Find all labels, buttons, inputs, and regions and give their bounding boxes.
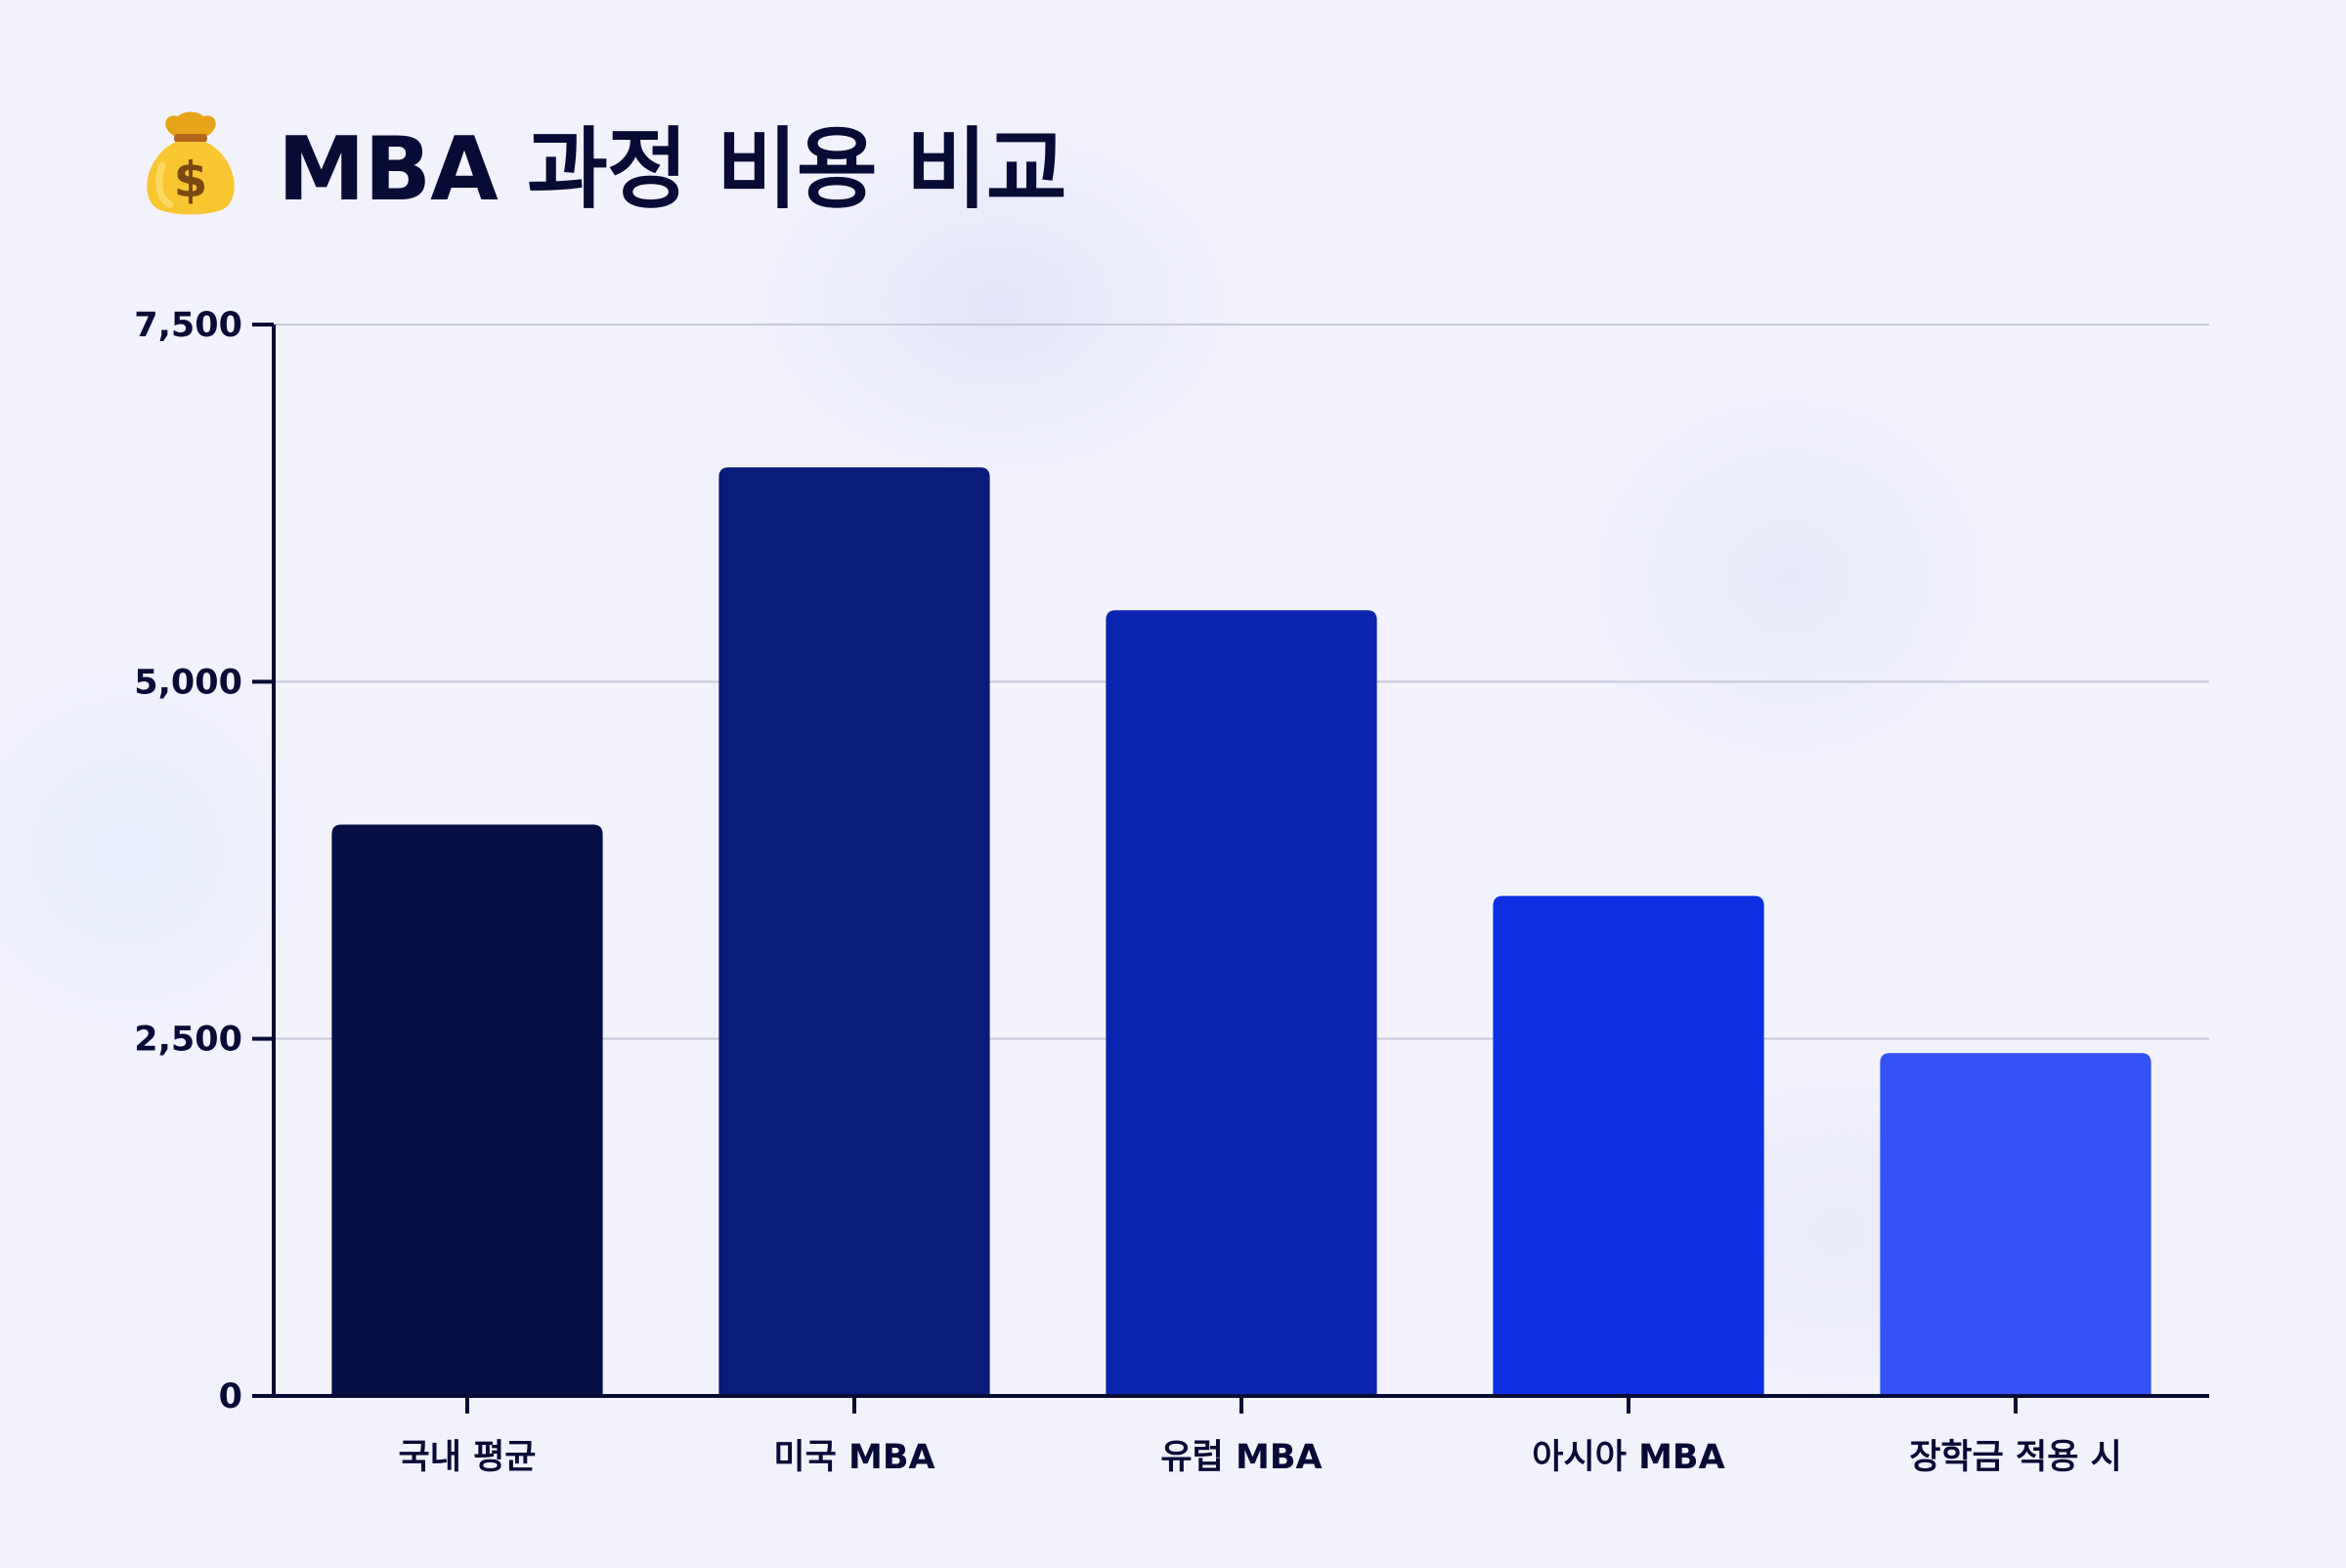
y-tick-label: 2,500 [134, 1021, 242, 1060]
page-title: MBA 과정 비용 비교 [278, 118, 1067, 221]
bar [331, 824, 603, 1396]
money-bag-icon: $ [147, 111, 235, 215]
x-tick-label: 아시아 MBA [1532, 1438, 1724, 1477]
y-tick-label: 5,000 [134, 663, 242, 702]
bar [718, 467, 990, 1397]
y-tick-label: 7,500 [134, 306, 242, 345]
y-tick-label: 0 [219, 1377, 242, 1416]
bar [1106, 610, 1377, 1396]
x-tick-label: 유럽 MBA [1160, 1438, 1322, 1477]
bar [1493, 895, 1764, 1396]
axes [252, 323, 2209, 1414]
bars [331, 467, 2151, 1397]
x-tick-label: 국내 평균 [399, 1438, 537, 1477]
svg-text:$: $ [174, 152, 208, 208]
x-tick-label: 장학금 적용 시 [1909, 1438, 2122, 1477]
x-tick-label: 미국 MBA [773, 1438, 934, 1477]
chart-header: $ MBA 과정 비용 비교 [139, 98, 1067, 225]
bar [1880, 1053, 2151, 1396]
tick-labels: 0 2,500 5,000 7,500 국내 평균 미국 MBA 유럽 MBA 아시아 MBA… [134, 306, 2122, 1477]
